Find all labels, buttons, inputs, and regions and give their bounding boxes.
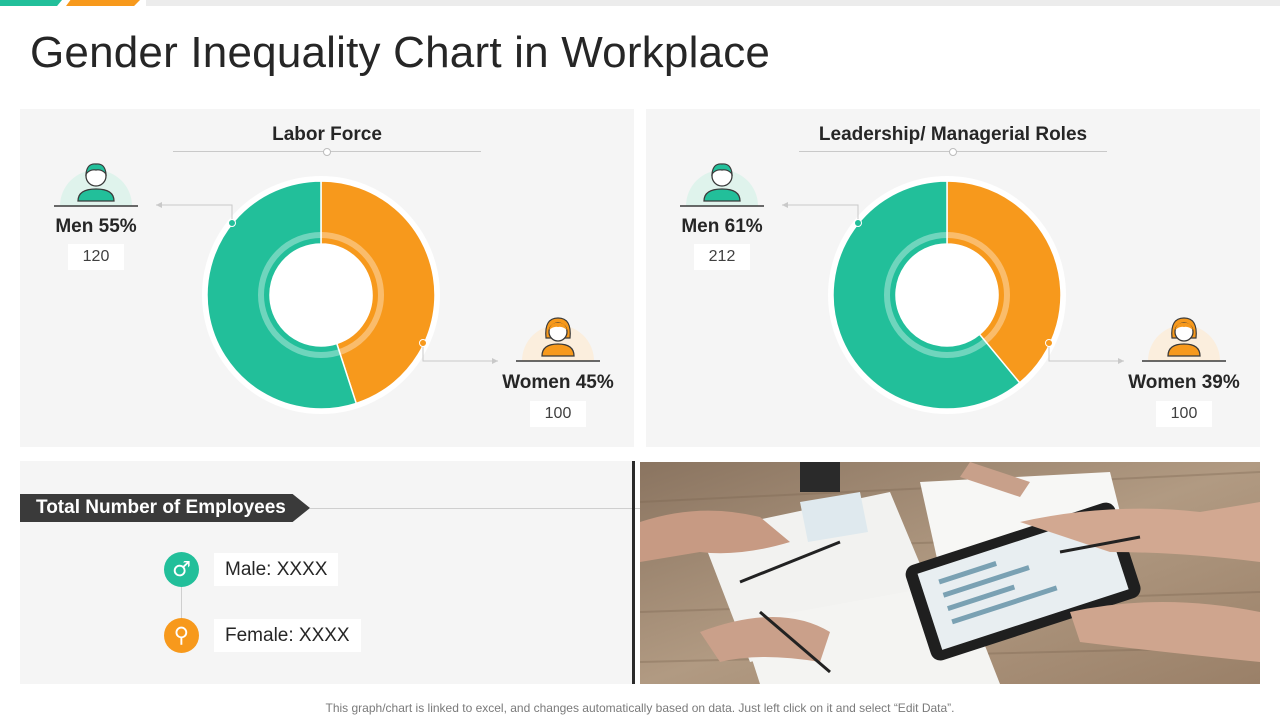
men-connector — [782, 202, 862, 227]
leadership-donut[interactable] — [827, 175, 1067, 415]
donut-inner-glow — [258, 232, 384, 358]
labor-force-panel: Labor Force Men 55% 120 Women 45% 100 — [20, 109, 634, 447]
donut-hole — [270, 244, 372, 346]
labor-force-title: Labor Force — [272, 124, 382, 145]
accent-orange — [66, 0, 140, 6]
male-count-box[interactable]: Male: XXXX — [214, 553, 339, 586]
labor-force-donut[interactable] — [201, 175, 441, 415]
women-percent-label: Women 39% — [1128, 372, 1240, 393]
women-count: 100 — [530, 401, 586, 427]
woman-avatar-icon — [1142, 317, 1226, 362]
men-count: 212 — [694, 244, 750, 270]
panel-divider — [632, 461, 635, 684]
employees-header: Total Number of Employees — [20, 494, 310, 522]
male-symbol-icon: ♂ — [164, 552, 199, 587]
title-dot — [323, 148, 331, 156]
man-avatar-icon — [680, 163, 764, 207]
page-title: Gender Inequality Chart in Workplace — [30, 28, 771, 77]
employees-panel: Total Number of Employees ♂ Male: XXXX ⚲… — [20, 461, 640, 684]
accent-teal — [0, 0, 62, 6]
men-connector — [156, 202, 236, 227]
man-avatar-icon — [54, 163, 138, 207]
top-accent-bar — [0, 0, 1280, 6]
connector-stem — [181, 561, 182, 633]
woman-avatar-icon — [516, 317, 600, 362]
footnote: This graph/chart is linked to excel, and… — [325, 701, 955, 715]
title-dot — [949, 148, 957, 156]
header-rule — [310, 508, 640, 509]
men-percent-label: Men 61% — [681, 216, 763, 237]
donut-inner-glow — [884, 232, 1010, 358]
female-count-box[interactable]: Female: XXXX — [214, 619, 361, 652]
women-connector — [1045, 339, 1124, 364]
women-connector — [419, 339, 498, 364]
men-count: 120 — [68, 244, 124, 270]
leadership-title: Leadership/ Managerial Roles — [818, 124, 1088, 145]
accent-grey — [146, 0, 1280, 6]
women-count: 100 — [1156, 401, 1212, 427]
office-desk-photo — [640, 462, 1260, 684]
donut-hole — [896, 244, 998, 346]
leadership-panel: Leadership/ Managerial Roles Men 61% 212… — [646, 109, 1260, 447]
women-percent-label: Women 45% — [502, 372, 614, 393]
female-symbol-icon: ⚲ — [164, 618, 199, 653]
men-percent-label: Men 55% — [55, 216, 137, 237]
